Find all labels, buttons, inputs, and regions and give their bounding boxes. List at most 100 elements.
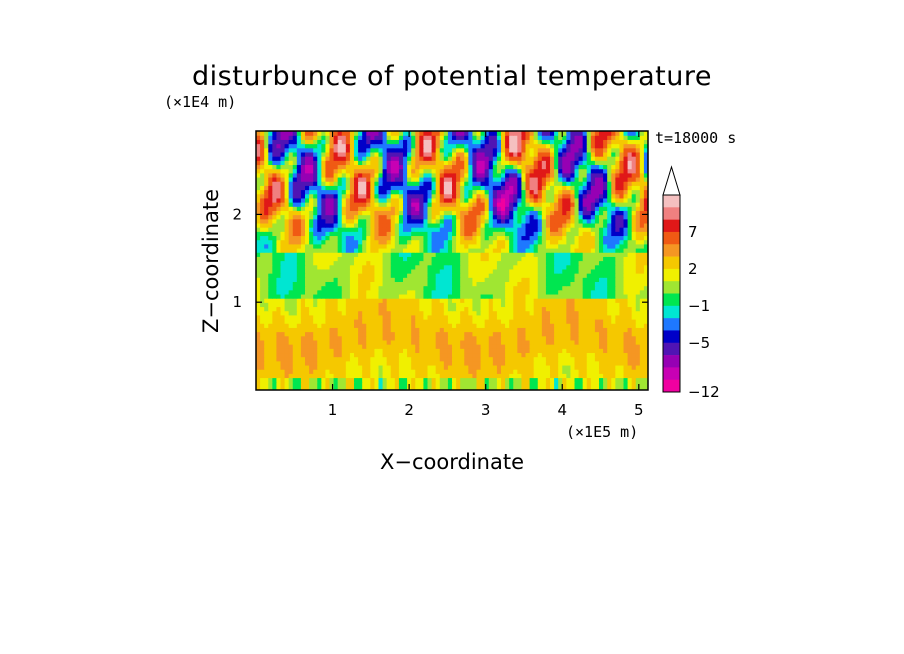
heatmap-cell [358,339,363,345]
heatmap-cell [354,218,359,224]
heatmap-cell [566,373,572,379]
heatmap-cell [505,385,510,390]
heatmap-cell [619,172,625,178]
heatmap-cell [533,273,539,278]
heatmap-cell [407,181,412,186]
heatmap-cell [313,318,318,324]
heatmap-cell [427,268,433,274]
heatmap-cell [280,181,286,186]
heatmap-cell [345,206,351,211]
heatmap-cell [362,281,367,287]
heatmap-cell [480,339,486,345]
heatmap-cell [374,227,380,232]
heatmap-cell [484,214,490,220]
heatmap-cell [300,352,306,358]
heatmap-cell [545,348,551,354]
heatmap-cell [264,268,269,274]
heatmap-cell [476,352,482,358]
heatmap-cell [296,222,302,228]
heatmap-cell [415,339,420,345]
heatmap-cell [496,252,502,257]
heatmap-cell [378,310,384,316]
heatmap-cell [439,314,445,320]
heatmap-cell [456,193,461,199]
heatmap-cell [533,385,539,390]
heatmap-cell [586,364,592,370]
heatmap-cell [554,293,559,299]
heatmap-cell [443,231,449,237]
heatmap-cell [419,185,425,191]
heatmap-cell [484,327,490,333]
heatmap-cell [513,197,518,203]
heatmap-cell [533,256,539,262]
heatmap-cell [431,206,437,211]
heatmap-cell [607,252,612,257]
heatmap-cell [443,369,449,374]
heatmap-cell [443,360,449,366]
heatmap-cell [496,364,502,370]
heatmap-cell [452,281,457,287]
heatmap-cell [447,369,453,374]
heatmap-cell [394,218,400,224]
heatmap-cell [492,327,498,333]
heatmap-cell [468,360,474,366]
heatmap-cell [586,281,592,287]
heatmap-cell [268,235,273,241]
heatmap-cell [370,381,376,387]
heatmap-cell [631,306,637,312]
heatmap-cell [317,373,322,379]
heatmap-cell [317,293,322,299]
heatmap-cell [472,197,478,203]
heatmap-cell [574,323,580,328]
heatmap-cell [623,356,629,362]
heatmap-cell [594,314,600,320]
heatmap-cell [268,264,273,270]
heatmap-cell [456,222,461,228]
heatmap-cell [533,235,539,241]
heatmap-cell [276,369,282,374]
heatmap-cell [300,268,306,274]
heatmap-cell [541,335,547,341]
heatmap-cell [317,239,322,245]
heatmap-cell [562,293,567,299]
heatmap-cell [468,331,474,337]
heatmap-cell [300,277,306,282]
heatmap-cell [452,369,457,374]
heatmap-cell [456,197,461,203]
heatmap-cell [594,352,600,358]
heatmap-cell [398,360,404,366]
heatmap-cell [427,302,433,308]
heatmap-cell [419,218,425,224]
heatmap-cell [321,214,327,220]
heatmap-cell [260,360,265,366]
heatmap-cell [639,193,645,199]
heatmap-cell [411,218,416,224]
heatmap-cell [550,306,555,312]
heatmap-cell [631,289,637,295]
heatmap-cell [284,293,290,299]
heatmap-cell [603,252,608,257]
heatmap-cell [517,268,523,274]
heatmap-cell [447,214,453,220]
heatmap-cell [435,344,441,349]
heatmap-cell [435,348,441,354]
heatmap-cell [260,344,265,349]
heatmap-cell [439,206,445,211]
heatmap-cell [423,281,429,287]
heatmap-cell [345,181,351,186]
heatmap-cell [431,373,437,379]
heatmap-cell [464,344,469,349]
heatmap-cell [501,273,506,278]
heatmap-cell [529,356,535,362]
heatmap-cell [603,323,608,328]
heatmap-cell [333,235,339,241]
heatmap-cell [562,377,567,383]
heatmap-cell [460,227,465,232]
heatmap-cell [341,352,347,358]
heatmap-cell [505,281,510,287]
heatmap-cell [390,247,396,253]
heatmap-cell [582,231,588,237]
heatmap-cell [460,277,465,282]
heatmap-cell [566,252,572,257]
heatmap-cell [521,289,527,295]
